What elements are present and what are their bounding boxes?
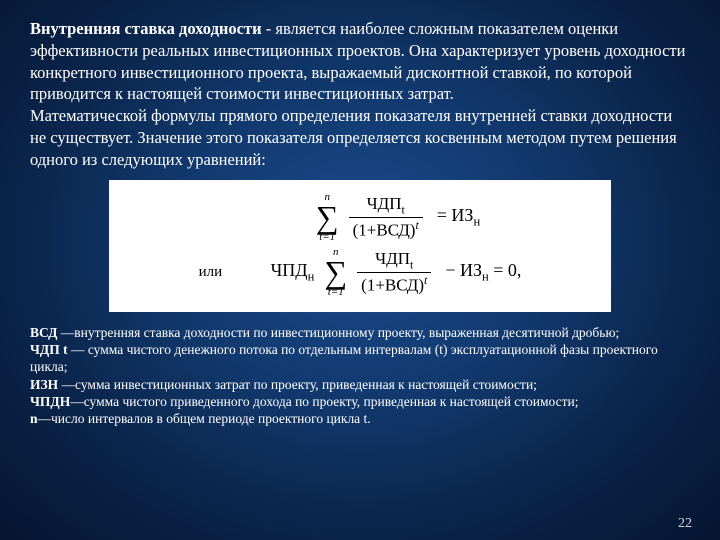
- def-5-term: n: [30, 411, 38, 426]
- eq2-rhs: − ИЗн = 0,: [445, 260, 521, 285]
- def-2-term: ЧДП t: [30, 342, 68, 357]
- slide: Внутренняя ставка доходности - является …: [0, 0, 720, 540]
- chpd-label: ЧПДн: [271, 260, 315, 285]
- formula-box: n ∑ t=1 ЧДПt (1+ВСД)t = ИЗн или ЧПДн n ∑…: [109, 180, 611, 312]
- def-4-term: ЧПДН: [30, 394, 70, 409]
- frac2-num: ЧДПt: [371, 250, 417, 272]
- title-bold: Внутренняя ставка доходности: [30, 19, 262, 38]
- sigma-bot-2: t=1: [328, 287, 344, 298]
- frac2-den: (1+ВСД)t: [357, 272, 431, 295]
- ili-spacer: [240, 209, 278, 226]
- sigma-2: n ∑ t=1: [324, 247, 347, 298]
- sigma-1: n ∑ t=1: [316, 192, 339, 243]
- frac1-num: ЧДПt: [363, 195, 409, 217]
- def-1-term: ВСД: [30, 325, 57, 340]
- ili-label: или: [199, 264, 237, 281]
- def-3-term: ИЗН: [30, 377, 58, 392]
- page-number: 22: [678, 516, 692, 532]
- def-3-text: —сумма инвестиционных затрат по проекту,…: [58, 377, 537, 392]
- fraction-1: ЧДПt (1+ВСД)t: [349, 195, 423, 241]
- eq1-rhs: = ИЗн: [437, 205, 480, 230]
- definitions-block: ВСД —внутренняя ставка доходности по инв…: [30, 324, 690, 428]
- def-1-text: —внутренняя ставка доходности по инвести…: [57, 325, 619, 340]
- formula-row-1: n ∑ t=1 ЧДПt (1+ВСД)t = ИЗн: [121, 192, 599, 243]
- def-4-text: —сумма чистого приведенного дохода по пр…: [70, 394, 578, 409]
- fraction-2: ЧДПt (1+ВСД)t: [357, 250, 431, 296]
- def-2-text: — сумма чистого денежного потока по отде…: [30, 342, 658, 374]
- main-text-block: Внутренняя ставка доходности - является …: [30, 18, 690, 170]
- paragraph-2: Математической формулы прямого определен…: [30, 106, 677, 169]
- frac1-den: (1+ВСД)t: [349, 217, 423, 240]
- sigma-symbol-1: ∑: [316, 203, 339, 232]
- def-5-text: —число интервалов в общем периоде проект…: [38, 411, 371, 426]
- sigma-symbol-2: ∑: [324, 258, 347, 287]
- formula-row-2: или ЧПДн n ∑ t=1 ЧДПt (1+ВСД)t − ИЗн = 0…: [121, 247, 599, 298]
- sigma-bot-1: t=1: [319, 232, 335, 243]
